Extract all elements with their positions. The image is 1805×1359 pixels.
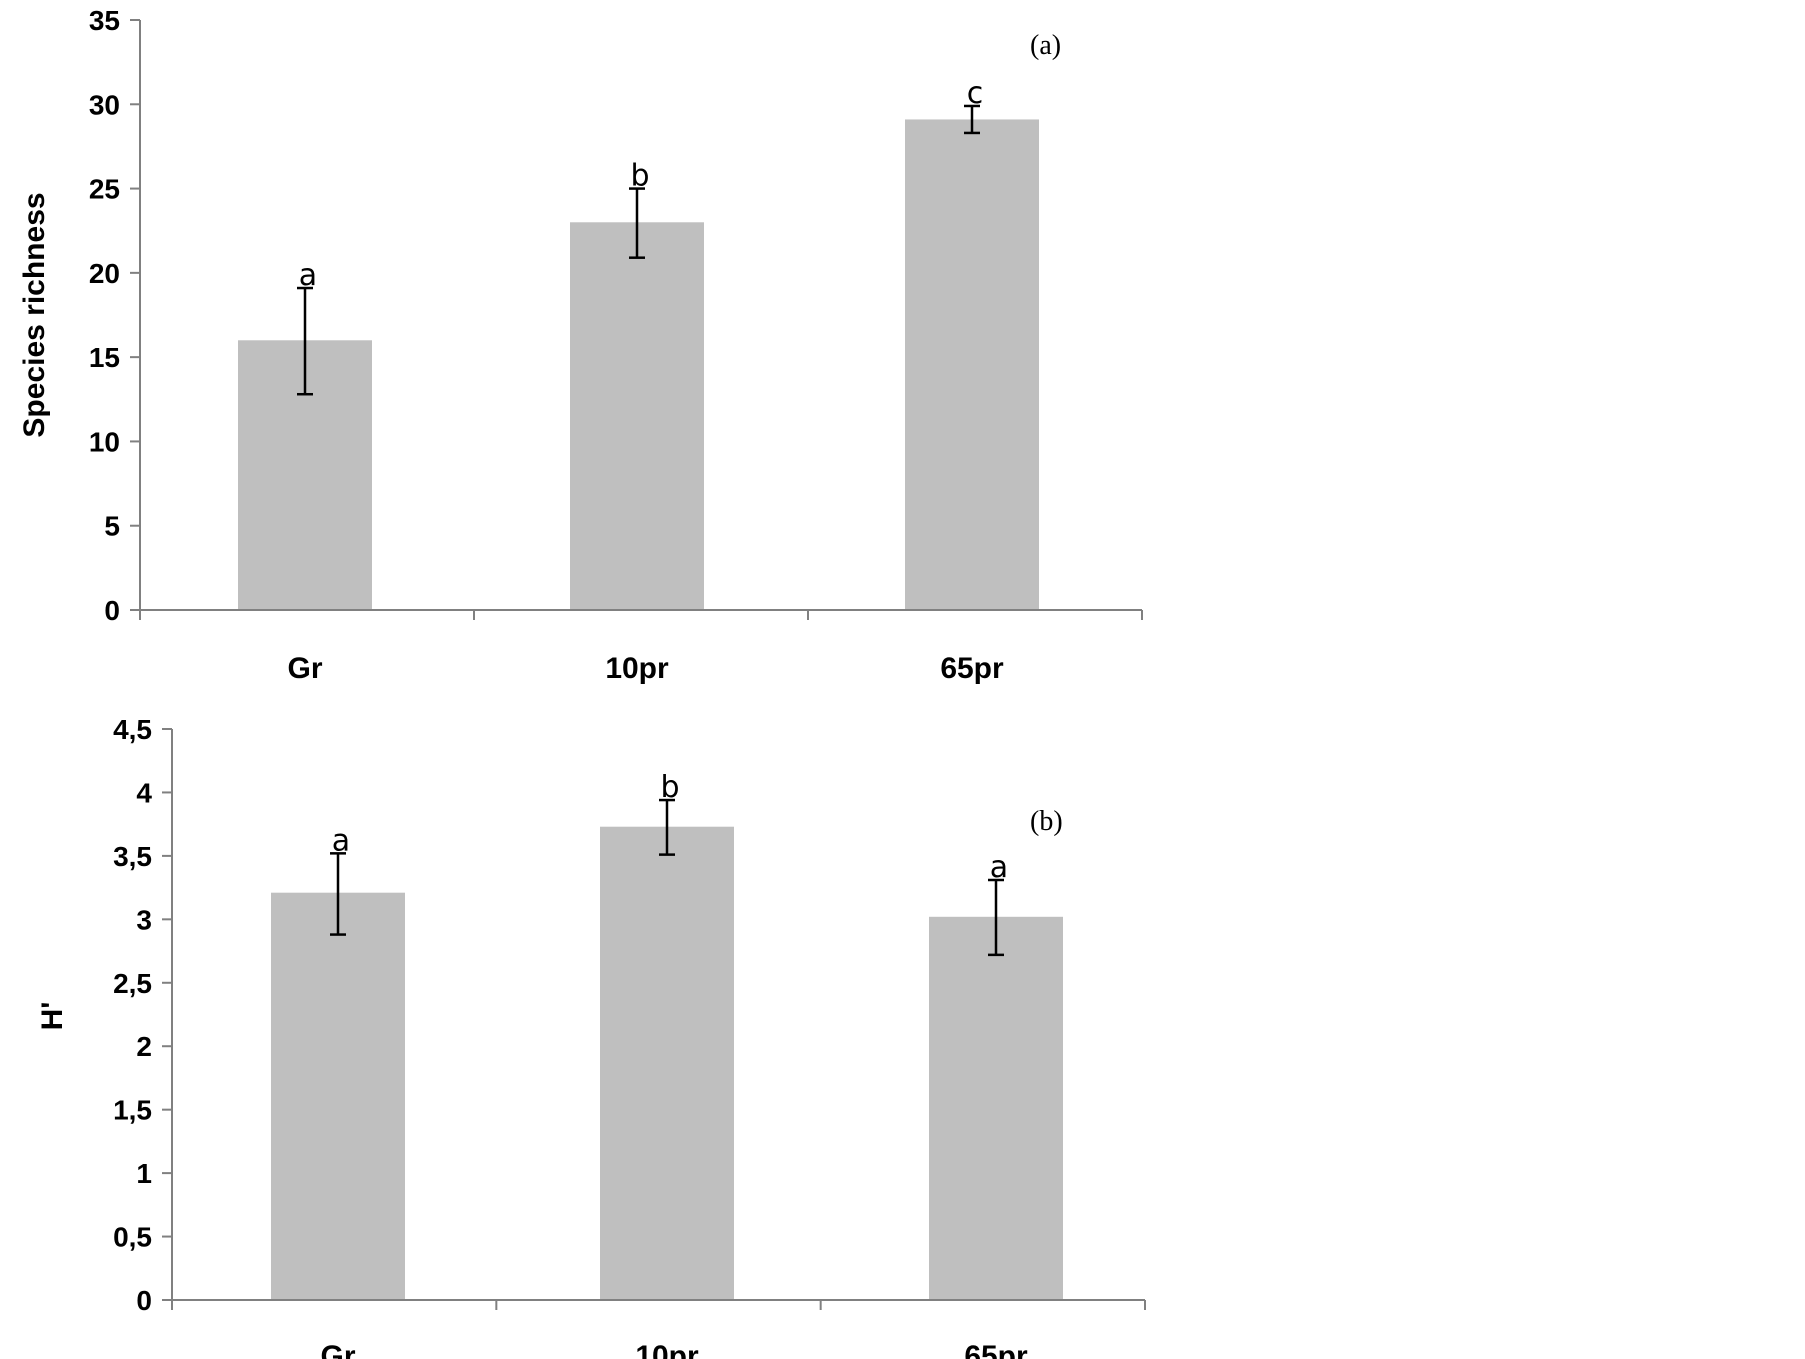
y-tick-label: 15 [89,342,120,373]
significance-letter: c [967,76,984,111]
significance-letter: a [990,850,1008,885]
y-tick-label: 5 [104,511,120,542]
x-category-label: 65pr [940,652,1004,685]
y-tick-label: 3 [136,904,152,935]
bar-gr [271,892,405,1300]
error-bar-10pr [659,798,675,856]
y-tick-label: 10 [89,426,120,457]
error-bar-gr [297,286,313,396]
significance-letter: b [660,770,679,805]
x-category-label: Gr [320,1340,355,1359]
bar-10pr [570,222,704,611]
x-category-label: Gr [287,652,322,685]
x-category-label: 10pr [635,1340,699,1359]
y-tick-label: 1,5 [113,1095,152,1126]
y-tick-label: 35 [89,5,120,36]
error-bar-10pr [629,187,645,259]
y-tick-label: 0 [136,1285,152,1316]
y-tick-label: 1 [136,1158,152,1189]
significance-letter: b [630,159,649,194]
y-tick-label: 25 [89,174,120,205]
significance-letter: a [332,823,350,858]
bar-65pr [929,916,1063,1300]
y-axis-title: Species richness [18,192,51,437]
y-tick-label: 2 [136,1031,152,1062]
panel-label: (a) [1030,30,1061,61]
y-tick-label: 4 [136,777,152,808]
panel-a-species-richness: a b c 0 5 10 15 20 25 30 35 Gr 10pr 65pr Species richn… [18,5,1143,685]
x-category-label: 10pr [605,652,669,685]
x-category-label: 65pr [964,1340,1028,1359]
y-tick-label: 3,5 [113,841,152,872]
y-tick-label: 4,5 [113,714,152,745]
bar-10pr [600,826,734,1300]
panel-label: (b) [1030,806,1063,837]
error-bar-65pr [964,104,980,135]
panel-b-shannon-diversity: a b a 0 0,5 1 1,5 2 2,5 3 3,5 4 4,5 Gr 10pr 65pr H' (b) [36,714,1146,1359]
y-tick-label: 30 [89,89,120,120]
y-tick-label: 2,5 [113,968,152,999]
significance-letter: a [299,258,317,293]
y-tick-label: 0 [104,595,120,626]
y-tick-label: 0,5 [113,1222,152,1253]
error-bar-65pr [988,878,1004,957]
bar-65pr [905,119,1039,610]
error-bar-gr [330,852,346,936]
y-tick-label: 20 [89,258,120,289]
y-axis-title: H' [36,1002,69,1031]
